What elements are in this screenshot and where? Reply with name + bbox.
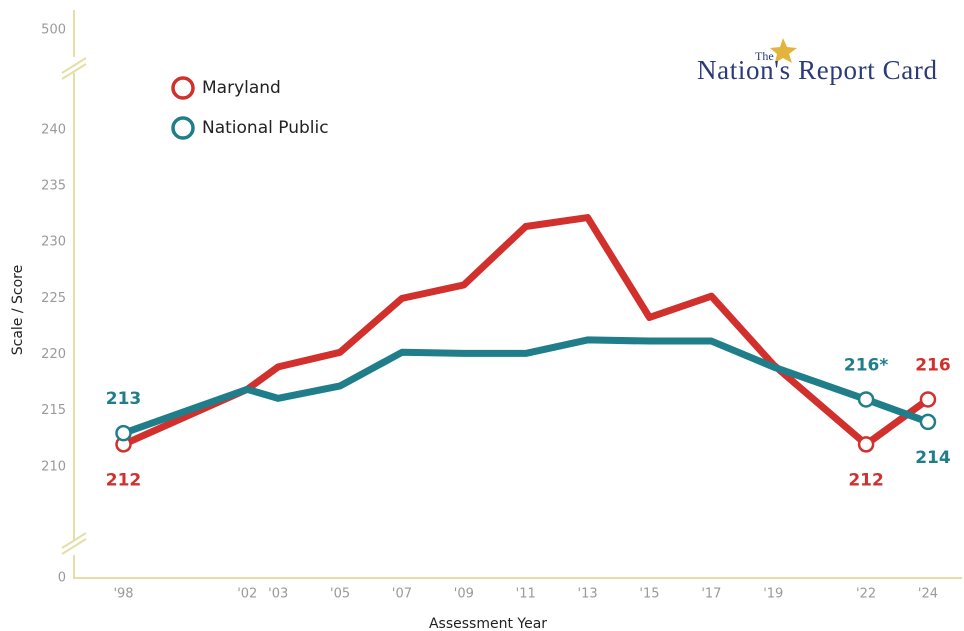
x-tick-label: '02 [237, 587, 257, 602]
legend-swatch [171, 76, 195, 100]
y-tick-label: 220 [41, 347, 66, 362]
point-marker [919, 391, 937, 408]
y-tick-label: 210 [41, 459, 66, 474]
x-tick-label: '22 [856, 587, 876, 602]
logo-star [770, 38, 797, 63]
legend-label: National Public [202, 118, 329, 138]
logo-text: Nation's Report Card [697, 55, 938, 85]
data-label: 212 [106, 470, 142, 490]
point-marker [857, 391, 875, 408]
x-tick-label: '09 [454, 587, 474, 602]
data-label: 213 [106, 389, 142, 409]
series-line [122, 214, 931, 448]
y-tick-label: 500 [41, 23, 66, 38]
x-axis-title: Assessment Year [429, 616, 547, 631]
x-tick-label: '11 [516, 587, 536, 602]
y-tick-label: 225 [41, 291, 66, 306]
logo: The Nation's Report Card [697, 38, 938, 85]
x-tick-label: '98 [113, 587, 133, 602]
x-tick-label: '03 [268, 587, 288, 602]
data-label: 216 [915, 355, 951, 375]
point-marker [857, 436, 875, 453]
x-tick-label: '15 [639, 587, 659, 602]
axis-line [73, 10, 962, 579]
series-line [122, 336, 930, 437]
x-tick-label: '19 [763, 587, 783, 602]
data-label: 212 [848, 470, 884, 490]
y-tick-label: 215 [41, 403, 66, 418]
legend-swatch [171, 116, 195, 140]
y-tick-label: 240 [41, 122, 66, 137]
legend-label: Maryland [202, 78, 281, 98]
data-label: 214 [915, 448, 951, 468]
x-tick-label: '13 [578, 587, 598, 602]
x-tick-label: '17 [701, 587, 721, 602]
point-marker [919, 413, 937, 431]
x-tick-label: '07 [392, 587, 412, 602]
x-tick-label: '24 [918, 587, 938, 602]
data-label: 216* [844, 355, 888, 375]
x-tick-label: '05 [330, 587, 350, 602]
y-axis-title: Scale / Score [10, 265, 26, 356]
axis-break [61, 57, 87, 555]
y-tick-label: 235 [41, 179, 66, 194]
y-tick-label: 0 [58, 571, 66, 586]
y-tick-label: 230 [41, 235, 66, 250]
logo-small: The [755, 49, 774, 63]
point-marker [115, 424, 132, 442]
